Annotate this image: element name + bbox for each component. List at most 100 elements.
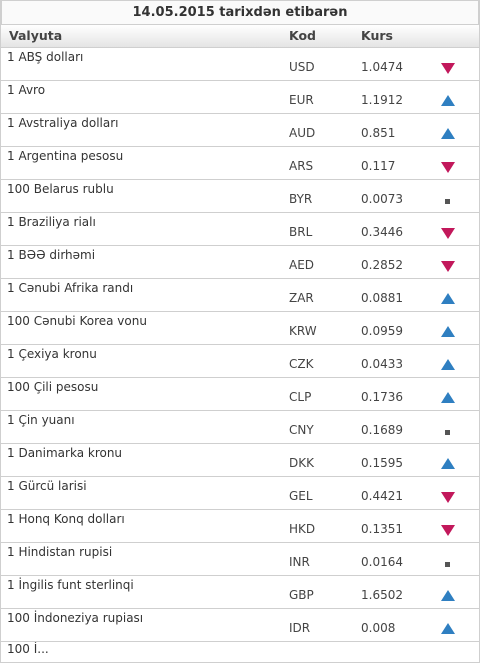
table-row: 100 Belarus rublu BYR 0.0073 (1, 180, 479, 213)
currency-code: ARS (289, 159, 314, 173)
currency-name: 1 Gürcü larisi (7, 479, 87, 493)
trend-up-icon (441, 359, 455, 370)
trend-up-icon (441, 590, 455, 601)
currency-code: AED (289, 258, 315, 272)
table-row: 1 Hindistan rupisi INR 0.0164 (1, 543, 479, 576)
trend-cell (421, 378, 479, 410)
currency-name: 1 Çin yuanı (7, 413, 75, 427)
table-row: 1 Gürcü larisi GEL 0.4421 (1, 477, 479, 510)
currency-code: AUD (289, 126, 316, 140)
trend-up-icon (441, 128, 455, 139)
currency-rate: 0.0959 (361, 324, 403, 338)
currency-rate: 0.0881 (361, 291, 403, 305)
currency-name: 1 ABŞ dolları (7, 50, 84, 64)
table-row: 1 Avstraliya dolları AUD 0.851 (1, 114, 479, 147)
currency-rate: 0.117 (361, 159, 396, 173)
currency-name: 1 Danimarka kronu (7, 446, 123, 460)
currency-rate: 1.6502 (361, 588, 403, 602)
trend-cell (421, 411, 479, 443)
header-trend (421, 25, 479, 47)
trend-down-icon (441, 228, 455, 239)
trend-up-icon (441, 623, 455, 634)
currency-name: 100 İndoneziya rupiası (7, 611, 144, 625)
trend-cell (421, 576, 479, 608)
currency-name: 100 Belarus rublu (7, 182, 114, 196)
currency-rate: 0.1736 (361, 390, 403, 404)
header-currency: Valyuta (9, 28, 63, 43)
table-header: Valyuta Kod Kurs (1, 24, 479, 48)
currency-code: EUR (289, 93, 314, 107)
trend-cell (421, 510, 479, 542)
currency-code: BYR (289, 192, 313, 206)
trend-down-icon (441, 63, 455, 74)
trend-cell (421, 312, 479, 344)
currency-name: 100 Cənubi Korea vonu (7, 314, 147, 328)
currency-name: 100 Çili pesosu (7, 380, 99, 394)
currency-code: DKK (289, 456, 314, 470)
currency-rate: 0.008 (361, 621, 396, 635)
currency-code: ZAR (289, 291, 314, 305)
currency-code: GBP (289, 588, 314, 602)
currency-name: 1 BƏƏ dirhəmi (7, 248, 96, 262)
table-row: 1 Avro EUR 1.1912 (1, 81, 479, 114)
currency-rate: 0.1595 (361, 456, 403, 470)
currency-code: KRW (289, 324, 317, 338)
table-row: 1 Çin yuanı CNY 0.1689 (1, 411, 479, 444)
trend-up-icon (441, 326, 455, 337)
currency-rate: 0.0073 (361, 192, 403, 206)
currency-name: 1 Çexiya kronu (7, 347, 97, 361)
header-code: Kod (289, 28, 317, 43)
table-row: 1 BƏƏ dirhəmi AED 0.2852 (1, 246, 479, 279)
currency-code: CZK (289, 357, 314, 371)
trend-down-icon (441, 492, 455, 503)
trend-cell (421, 213, 479, 245)
currency-rate: 0.2852 (361, 258, 403, 272)
currency-name: 1 İngilis funt sterlinqi (7, 578, 134, 592)
trend-down-icon (441, 162, 455, 173)
trend-cell (421, 609, 479, 641)
table-row: 1 Braziliya rialı BRL 0.3446 (1, 213, 479, 246)
table-row: 1 Argentina pesosu ARS 0.117 (1, 147, 479, 180)
partial-row: 100 İ... (7, 642, 49, 656)
currency-rate: 0.1351 (361, 522, 403, 536)
table-row: 1 ABŞ dolları USD 1.0474 (1, 48, 479, 81)
currency-name: 1 Avro (7, 83, 46, 97)
trend-cell (421, 345, 479, 377)
currency-rate: 0.4421 (361, 489, 403, 503)
currency-rate: 0.851 (361, 126, 396, 140)
currency-code: HKD (289, 522, 316, 536)
table-row: 1 Çexiya kronu CZK 0.0433 (1, 345, 479, 378)
currency-name: 1 Argentina pesosu (7, 149, 124, 163)
trend-cell (421, 279, 479, 311)
table-row: 1 Danimarka kronu DKK 0.1595 (1, 444, 479, 477)
trend-up-icon (441, 458, 455, 469)
table-row: 1 Honq Konq dolları HKD 0.1351 (1, 510, 479, 543)
trend-flat-icon (445, 199, 450, 204)
currency-code: CNY (289, 423, 314, 437)
trend-flat-icon (445, 430, 450, 435)
currency-rate: 1.0474 (361, 60, 403, 74)
currency-code: CLP (289, 390, 312, 404)
currency-code: BRL (289, 225, 313, 239)
currency-name: 1 Cənubi Afrika randı (7, 281, 134, 295)
trend-cell (421, 444, 479, 476)
trend-cell (421, 477, 479, 509)
currency-code: INR (289, 555, 310, 569)
trend-cell (421, 246, 479, 278)
currency-rate: 0.0433 (361, 357, 403, 371)
currency-code: GEL (289, 489, 313, 503)
currency-name: 1 Honq Konq dolları (7, 512, 125, 526)
currency-code: USD (289, 60, 315, 74)
trend-up-icon (441, 95, 455, 106)
currency-rate: 0.0164 (361, 555, 403, 569)
table-row: 1 İngilis funt sterlinqi GBP 1.6502 (1, 576, 479, 609)
table-row: 100 Cənubi Korea vonu KRW 0.0959 (1, 312, 479, 345)
currency-code: IDR (289, 621, 311, 635)
table-row: 100 Çili pesosu CLP 0.1736 (1, 378, 479, 411)
trend-cell (421, 114, 479, 146)
table-title: 14.05.2015 tarixdən etibarən (1, 0, 479, 24)
header-rate: Kurs (361, 28, 393, 43)
table-body: 1 ABŞ dolları USD 1.0474 1 Avro EUR 1.1912 1 A… (1, 48, 479, 642)
trend-up-icon (441, 392, 455, 403)
